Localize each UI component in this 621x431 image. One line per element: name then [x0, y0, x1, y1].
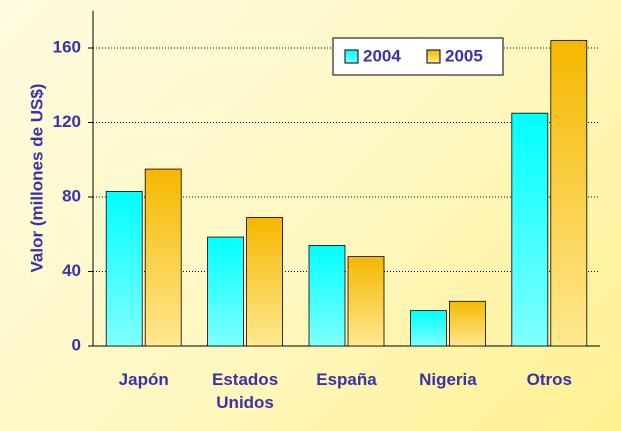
bar	[409, 310, 447, 347]
y-axis-label: Valor (millones de US$)	[27, 84, 46, 273]
bar	[308, 245, 346, 347]
bar	[347, 256, 385, 347]
legend-label: 2004	[363, 46, 401, 65]
y-tick-label: 0	[72, 335, 81, 354]
legend-box	[332, 37, 504, 76]
y-tick-label: 80	[62, 186, 81, 205]
bar	[448, 300, 486, 347]
x-tick-label: Estados Unidos	[212, 370, 279, 412]
bar	[511, 112, 549, 347]
bar	[105, 191, 143, 347]
bar	[144, 168, 182, 347]
bar	[550, 40, 588, 347]
legend-swatch	[344, 49, 359, 64]
x-tick-label: España	[316, 370, 377, 389]
y-tick-label: 40	[62, 261, 81, 280]
x-tick-label: Otros	[526, 370, 572, 389]
legend-swatch	[426, 49, 441, 64]
bar	[207, 236, 245, 347]
y-tick-label: 160	[53, 37, 81, 56]
y-tick-label: 120	[53, 112, 81, 131]
x-tick-label: Nigeria	[419, 370, 477, 389]
legend-label: 2005	[445, 46, 483, 65]
x-tick-label: Japón	[118, 370, 169, 389]
bar	[246, 217, 284, 347]
